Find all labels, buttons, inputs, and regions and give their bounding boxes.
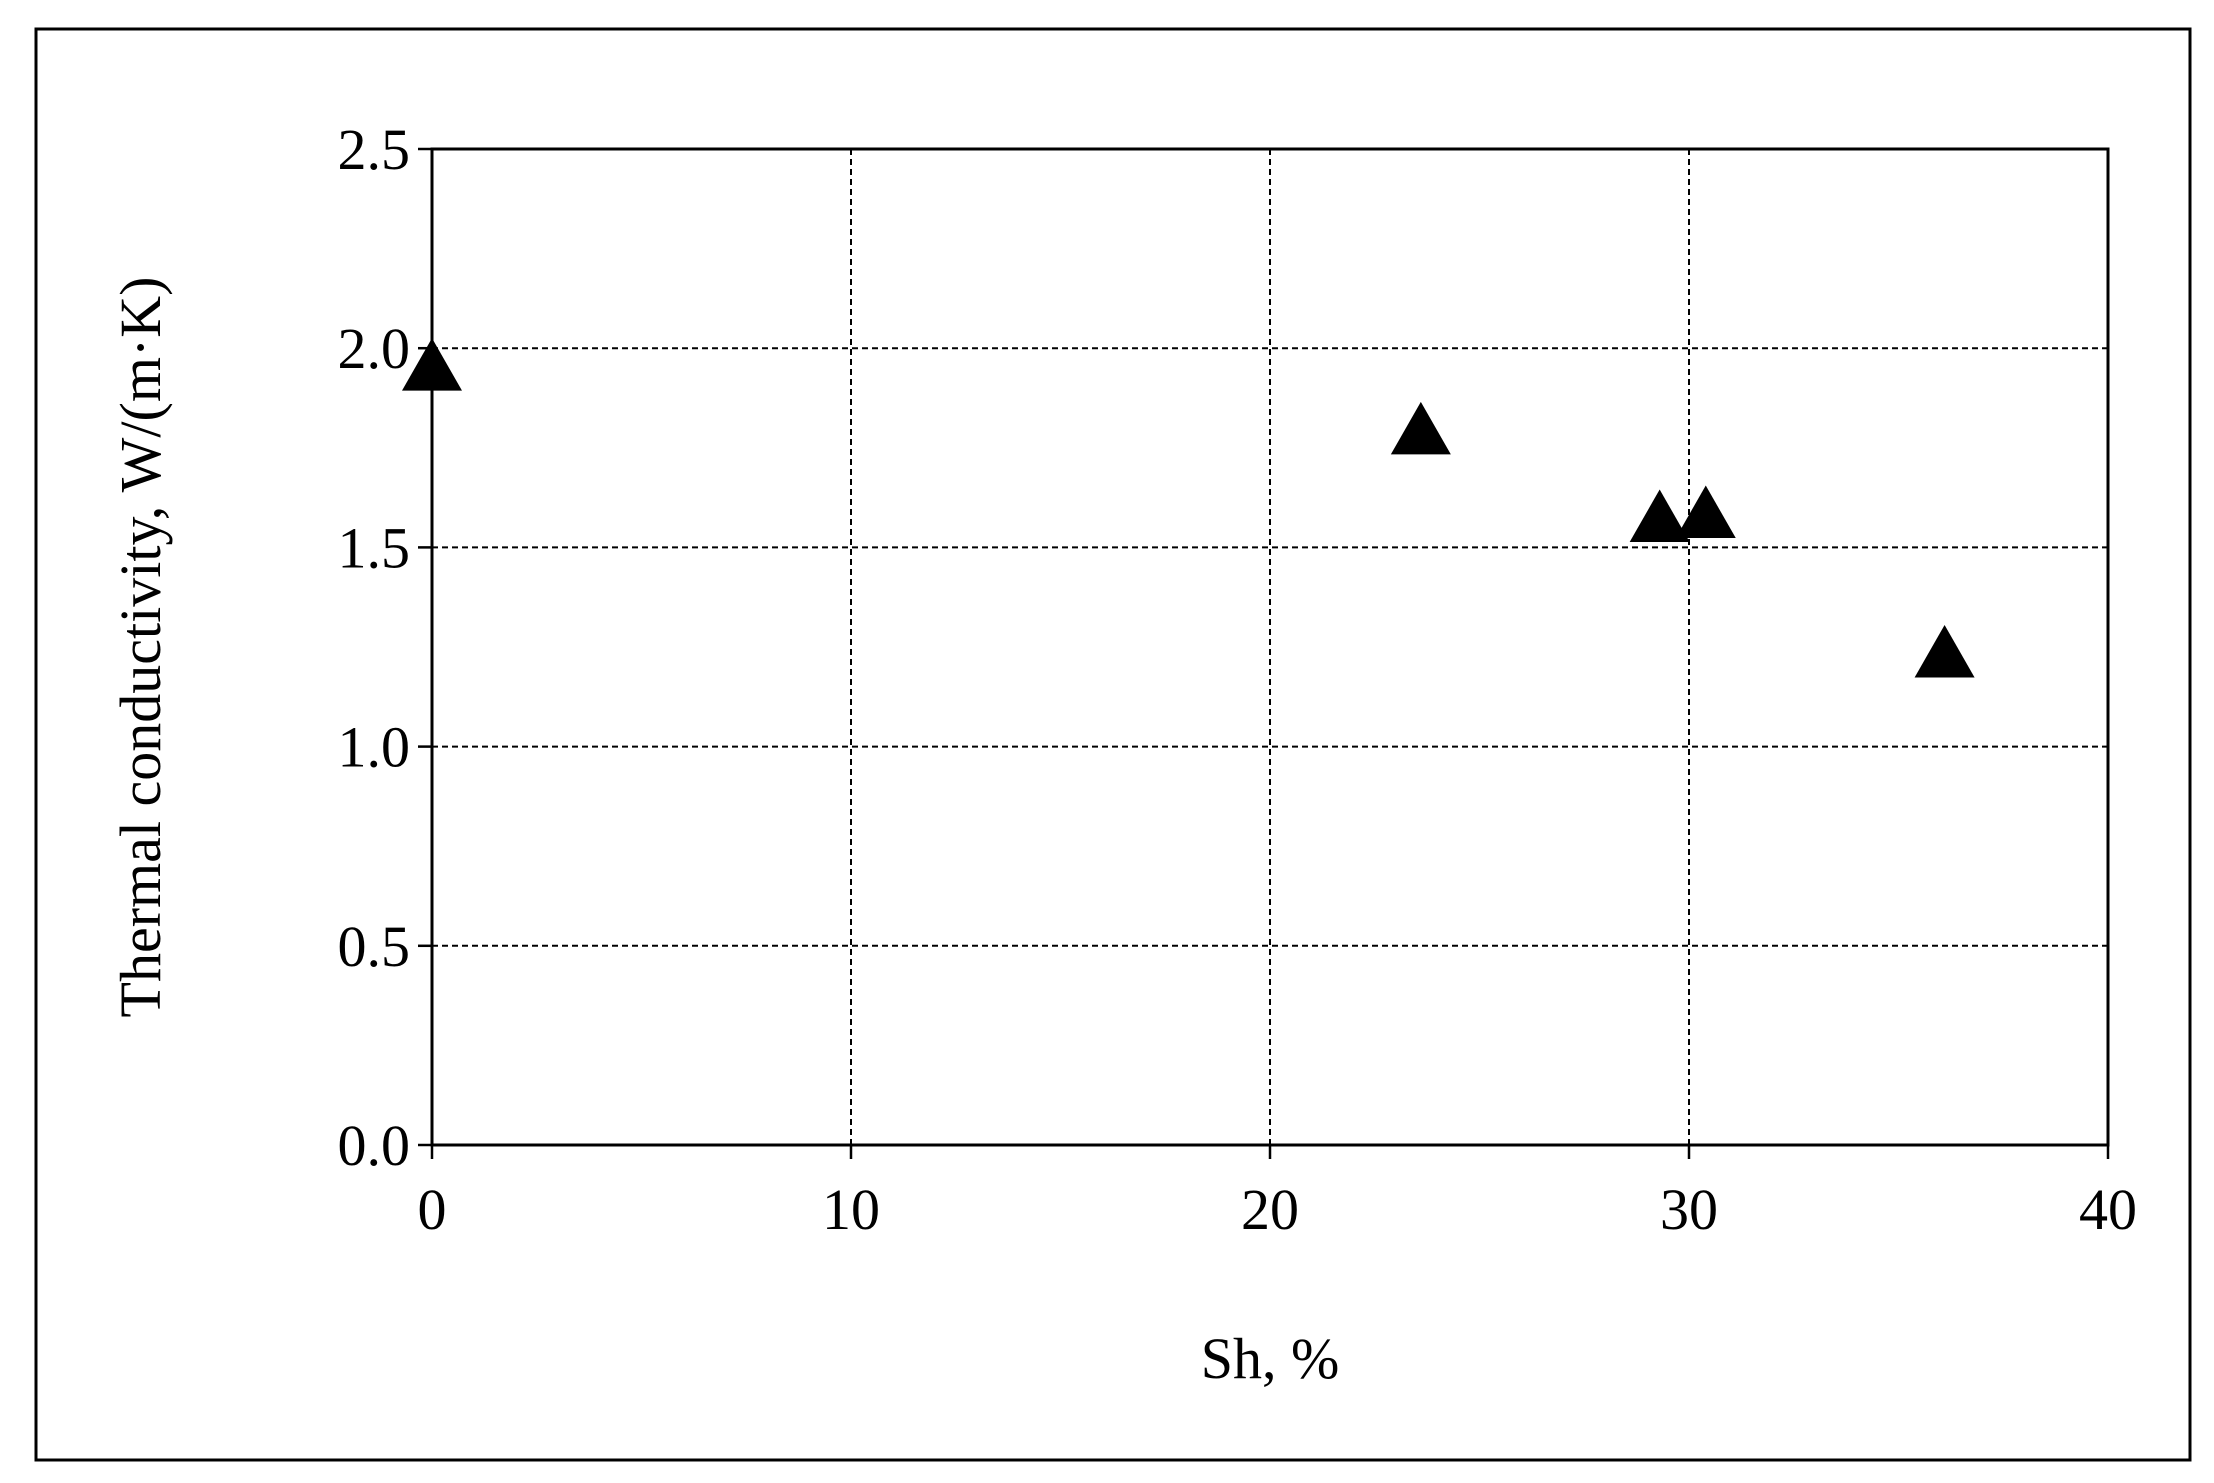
y-tick-label: 0.0 <box>338 1113 411 1178</box>
y-axis-label: Thermal conductivity, W/(m·K) <box>108 277 173 1018</box>
x-tick-label: 20 <box>1241 1177 1299 1242</box>
x-axis-label: Sh, % <box>1201 1326 1340 1391</box>
data-point <box>402 338 462 391</box>
y-tick-label: 2.0 <box>338 316 411 381</box>
x-tick-label: 10 <box>822 1177 880 1242</box>
data-point <box>1914 624 1975 678</box>
x-tick-label: 40 <box>2079 1177 2137 1242</box>
y-tick-label: 1.0 <box>338 715 411 780</box>
x-tick-label: 0 <box>418 1177 447 1242</box>
y-tick-label: 1.5 <box>338 515 411 580</box>
plot-frame <box>430 147 2110 1147</box>
figure-border <box>34 27 2192 1462</box>
y-tick-label: 0.5 <box>338 914 411 979</box>
y-tick-label: 2.5 <box>338 117 411 182</box>
x-tick-label: 30 <box>1660 1177 1718 1242</box>
data-point <box>1629 489 1690 543</box>
data-point <box>1675 485 1736 539</box>
data-point <box>1390 401 1451 455</box>
